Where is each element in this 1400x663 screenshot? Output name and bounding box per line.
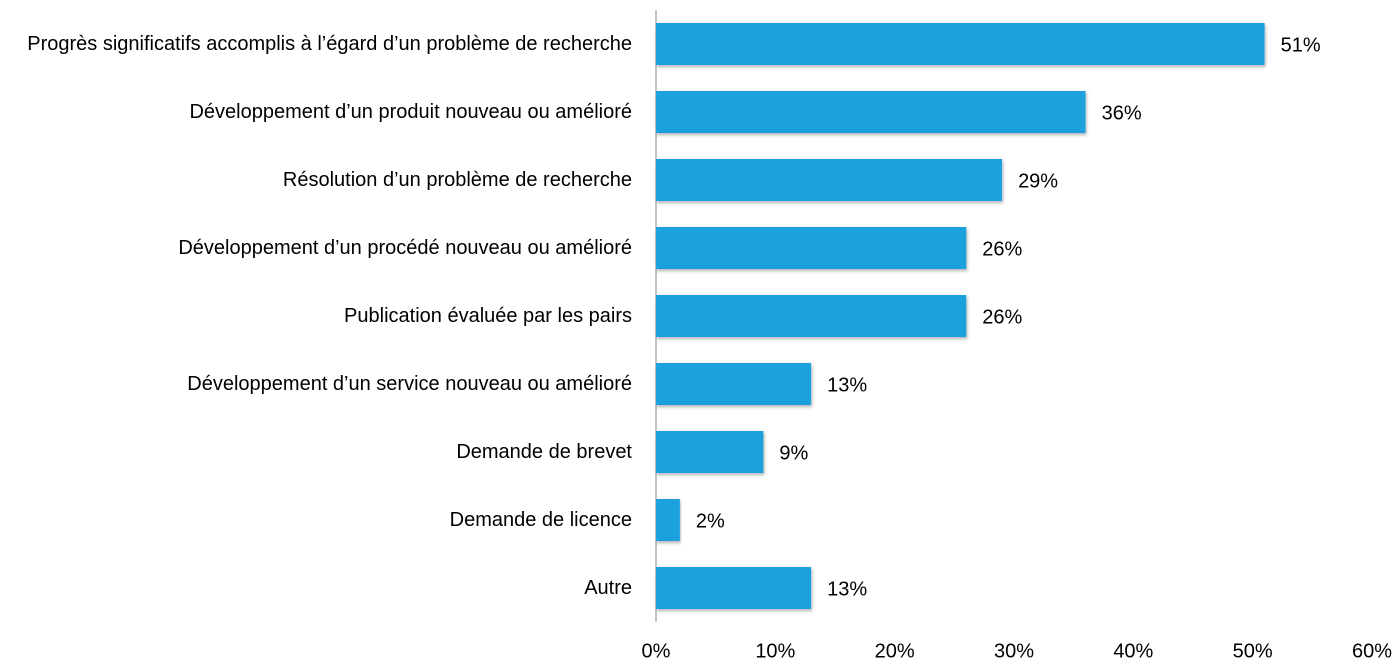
y-tick-label: Développement d’un service nouveau ou am… <box>0 371 632 397</box>
bar <box>656 91 1086 133</box>
y-tick-label: Développement d’un procédé nouveau ou am… <box>0 235 632 261</box>
x-tick-label: 20% <box>875 640 915 662</box>
y-tick-text: Publication évaluée par les pairs <box>344 305 632 327</box>
bar <box>656 431 764 473</box>
y-tick-label: Développement d’un produit nouveau ou am… <box>0 99 632 125</box>
x-tick-label: 10% <box>755 640 795 662</box>
data-label: 13% <box>827 374 867 396</box>
y-tick-label: Progrès significatifs accomplis à l’égar… <box>0 31 632 57</box>
data-label: 13% <box>827 578 867 600</box>
data-label: 2% <box>696 510 725 532</box>
y-tick-label: Publication évaluée par les pairs <box>0 303 632 329</box>
y-tick-label: Autre <box>0 575 632 601</box>
data-label: 26% <box>982 238 1022 260</box>
bar <box>656 23 1265 65</box>
data-label: 51% <box>1281 34 1321 56</box>
y-tick-text: Autre <box>584 577 632 599</box>
data-label: 36% <box>1102 102 1142 124</box>
y-tick-label: Demande de licence <box>0 507 632 533</box>
y-tick-label: Demande de brevet <box>0 439 632 465</box>
y-tick-text: Développement d’un produit nouveau ou am… <box>189 101 632 123</box>
y-tick-text: Demande de licence <box>449 509 632 531</box>
x-tick-label: 30% <box>994 640 1034 662</box>
y-tick-label: Résolution d’un problème de recherche <box>0 167 632 193</box>
bar <box>656 227 967 269</box>
x-tick-label: 40% <box>1113 640 1153 662</box>
bar <box>656 159 1003 201</box>
data-label: 29% <box>1018 170 1058 192</box>
bar <box>656 363 812 405</box>
bar <box>656 499 680 541</box>
bar <box>656 567 812 609</box>
y-tick-text: Progrès significatifs accomplis à l’égar… <box>27 33 632 55</box>
y-tick-text: Résolution d’un problème de recherche <box>282 169 632 191</box>
x-tick-label: 0% <box>642 640 671 662</box>
y-tick-text: Développement d’un procédé nouveau ou am… <box>178 237 632 259</box>
x-tick-label: 50% <box>1233 640 1273 662</box>
data-label: 26% <box>982 306 1022 328</box>
bar <box>656 295 967 337</box>
x-tick-label: 60% <box>1352 640 1392 662</box>
data-label: 9% <box>779 442 808 464</box>
y-tick-text: Développement d’un service nouveau ou am… <box>187 373 632 395</box>
y-tick-text: Demande de brevet <box>456 441 632 463</box>
